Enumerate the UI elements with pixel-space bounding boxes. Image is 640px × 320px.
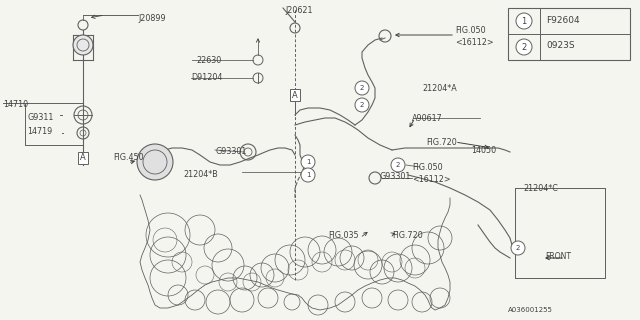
Circle shape bbox=[301, 155, 315, 169]
Text: 21204*B: 21204*B bbox=[183, 170, 218, 179]
Circle shape bbox=[511, 241, 525, 255]
Text: 21204*C: 21204*C bbox=[523, 184, 558, 193]
Text: FIG.035: FIG.035 bbox=[328, 231, 358, 240]
Text: <16112>: <16112> bbox=[412, 175, 451, 184]
Text: F92604: F92604 bbox=[546, 16, 580, 25]
Text: J20899: J20899 bbox=[138, 14, 166, 23]
Text: G93301: G93301 bbox=[215, 147, 246, 156]
Text: G93301: G93301 bbox=[380, 172, 412, 181]
Text: A: A bbox=[80, 154, 86, 163]
Text: A: A bbox=[292, 91, 298, 100]
Text: A036001255: A036001255 bbox=[508, 307, 553, 313]
Text: 1: 1 bbox=[306, 172, 310, 178]
Text: G9311: G9311 bbox=[27, 113, 53, 122]
Circle shape bbox=[391, 158, 405, 172]
Text: 0923S: 0923S bbox=[546, 41, 575, 50]
Circle shape bbox=[516, 39, 532, 55]
Text: FIG.050: FIG.050 bbox=[455, 26, 486, 35]
Text: FIG.720: FIG.720 bbox=[392, 231, 423, 240]
Text: 2: 2 bbox=[360, 102, 364, 108]
Text: 14050: 14050 bbox=[471, 146, 496, 155]
Bar bbox=[515, 188, 605, 278]
Text: 1: 1 bbox=[522, 17, 527, 26]
Circle shape bbox=[516, 13, 532, 29]
Circle shape bbox=[137, 144, 173, 180]
Text: 14719: 14719 bbox=[27, 127, 52, 136]
Circle shape bbox=[355, 98, 369, 112]
Circle shape bbox=[73, 35, 93, 55]
Text: FIG.720: FIG.720 bbox=[426, 138, 457, 147]
Circle shape bbox=[355, 81, 369, 95]
Text: 2: 2 bbox=[516, 245, 520, 251]
Text: FRONT: FRONT bbox=[545, 252, 571, 261]
Text: <16112>: <16112> bbox=[455, 38, 493, 47]
Text: 2: 2 bbox=[396, 162, 400, 168]
Text: 21204*A: 21204*A bbox=[422, 84, 457, 93]
Text: 1: 1 bbox=[306, 159, 310, 165]
Text: D91204: D91204 bbox=[191, 73, 222, 82]
Text: 2: 2 bbox=[360, 85, 364, 91]
Text: FIG.450: FIG.450 bbox=[113, 153, 143, 162]
Text: 22630: 22630 bbox=[196, 56, 221, 65]
Text: A90617: A90617 bbox=[412, 114, 443, 123]
Bar bbox=[508, 8, 630, 60]
Text: 2: 2 bbox=[522, 43, 527, 52]
Text: 14710: 14710 bbox=[3, 100, 28, 109]
Text: J20621: J20621 bbox=[285, 6, 312, 15]
Circle shape bbox=[301, 168, 315, 182]
Text: FIG.050: FIG.050 bbox=[412, 163, 443, 172]
